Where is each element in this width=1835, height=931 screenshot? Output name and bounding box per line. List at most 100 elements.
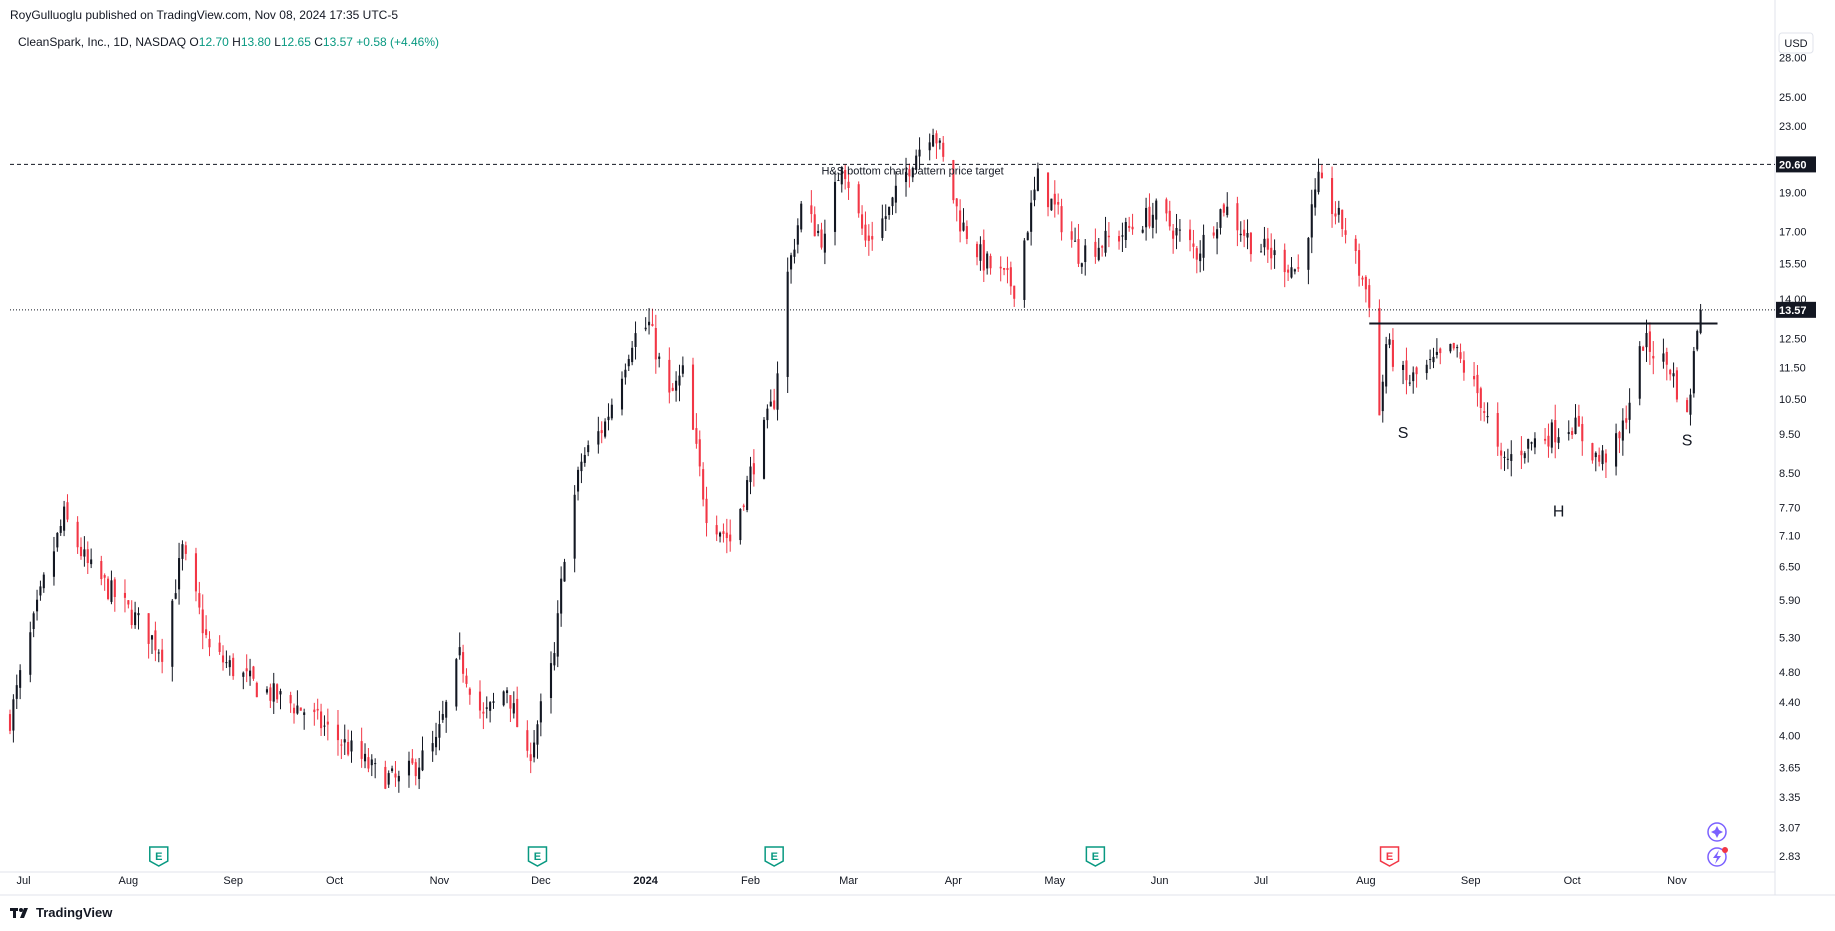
candle-body	[1033, 189, 1036, 201]
price-tick-label: 23.00	[1779, 121, 1807, 133]
candle	[607, 403, 610, 431]
candle-body	[952, 160, 955, 201]
candle	[817, 224, 820, 237]
currency-label: USD	[1784, 38, 1807, 50]
candle-body	[817, 230, 820, 233]
candle	[1030, 190, 1033, 246]
candle-body	[1188, 229, 1192, 241]
candle	[644, 317, 647, 332]
price-tick-label: 3.35	[1779, 792, 1800, 804]
candle	[1439, 347, 1442, 365]
currency-box: USD	[1778, 32, 1814, 54]
time-axis[interactable]: Jul Aug Sep Oct Nov Dec 2024 Feb Mar Apr May Jun Jul…	[16, 875, 1687, 887]
candle-body	[316, 708, 319, 711]
price-target-badge: 20.60	[1776, 156, 1816, 173]
candle-body	[441, 714, 444, 720]
candle	[526, 720, 529, 758]
candle	[205, 615, 208, 639]
candle-body	[904, 171, 908, 183]
candle-body	[1439, 348, 1442, 354]
candle	[171, 599, 174, 682]
candle-body	[1297, 267, 1300, 269]
candle-body	[421, 750, 424, 771]
candle	[39, 580, 42, 601]
earnings-marker-icon: E	[1085, 846, 1106, 867]
candle	[1046, 172, 1050, 217]
price-tick-label: 2.83	[1779, 851, 1800, 863]
candle-body	[1476, 374, 1479, 394]
candle-body	[884, 216, 887, 220]
candle-body	[600, 430, 603, 434]
candle	[1212, 226, 1215, 239]
candle-body	[123, 592, 127, 598]
pattern-note: H&S bottom chart pattern price target	[821, 166, 1003, 178]
candle-body	[492, 701, 495, 703]
price-axis[interactable]: USD28.0025.0023.0019.0017.0015.5014.0012…	[1776, 32, 1816, 863]
candle	[1665, 347, 1668, 381]
tradingview-brand: TradingView	[36, 905, 113, 920]
candle-body	[194, 553, 198, 592]
candle	[1036, 162, 1039, 192]
candle	[374, 758, 377, 779]
candle-body	[1675, 370, 1678, 400]
candle	[208, 631, 211, 657]
candle-body	[1385, 344, 1388, 387]
candle	[1601, 445, 1604, 471]
chart-tools	[1707, 822, 1728, 867]
candle	[1337, 200, 1340, 223]
candle-body	[959, 210, 962, 232]
candle-body	[1544, 438, 1547, 441]
candle-body	[86, 549, 89, 564]
candle	[1449, 343, 1452, 354]
candle	[1070, 221, 1073, 248]
candle-body	[1449, 343, 1452, 352]
candle-body	[573, 494, 576, 559]
candle-body	[1364, 276, 1367, 290]
last-price-badge-label: 13.57	[1779, 305, 1807, 317]
candle	[1094, 228, 1097, 264]
legend-symbol[interactable]: CleanSpark, Inc., 1D, NASDAQ	[18, 35, 187, 49]
candle	[411, 749, 414, 765]
candle-body	[269, 687, 272, 701]
price-tick-label: 3.65	[1779, 762, 1800, 774]
candle-body	[1577, 415, 1580, 427]
candle-body	[715, 525, 718, 535]
last-price-badge-bg	[1776, 301, 1816, 318]
candle-body	[1638, 346, 1641, 399]
time-tick-label: Feb	[741, 875, 760, 887]
candle-body	[431, 743, 434, 752]
candle	[1415, 366, 1418, 388]
price-tick-label: 17.00	[1779, 226, 1807, 238]
candle	[587, 440, 590, 457]
candle-body	[894, 185, 897, 203]
candle	[1317, 158, 1320, 195]
candle-body	[1057, 202, 1060, 205]
candle	[1594, 451, 1597, 472]
candle-body	[137, 613, 140, 616]
candle	[1287, 264, 1290, 281]
candle-body	[1533, 438, 1536, 448]
candle	[228, 655, 231, 676]
candle-body	[1337, 207, 1340, 215]
earnings-marker-label: E	[534, 851, 541, 863]
candle-body	[1145, 207, 1148, 228]
candle	[445, 699, 448, 733]
candle-body	[39, 586, 42, 596]
candle-body	[1151, 214, 1154, 228]
candle	[746, 475, 749, 513]
candle	[485, 696, 488, 719]
candle-body	[1652, 355, 1655, 359]
candle	[695, 413, 698, 449]
candle-body	[1293, 269, 1296, 272]
candle	[1297, 254, 1300, 272]
candle-body	[1645, 333, 1648, 348]
candle-body	[864, 224, 867, 241]
candle	[52, 536, 56, 586]
price-tick-label: 8.50	[1779, 468, 1800, 480]
candle-body	[19, 670, 22, 688]
candle-body	[1273, 250, 1276, 256]
candle-body	[1415, 367, 1418, 375]
candle	[1557, 428, 1560, 450]
candle	[1530, 441, 1533, 451]
